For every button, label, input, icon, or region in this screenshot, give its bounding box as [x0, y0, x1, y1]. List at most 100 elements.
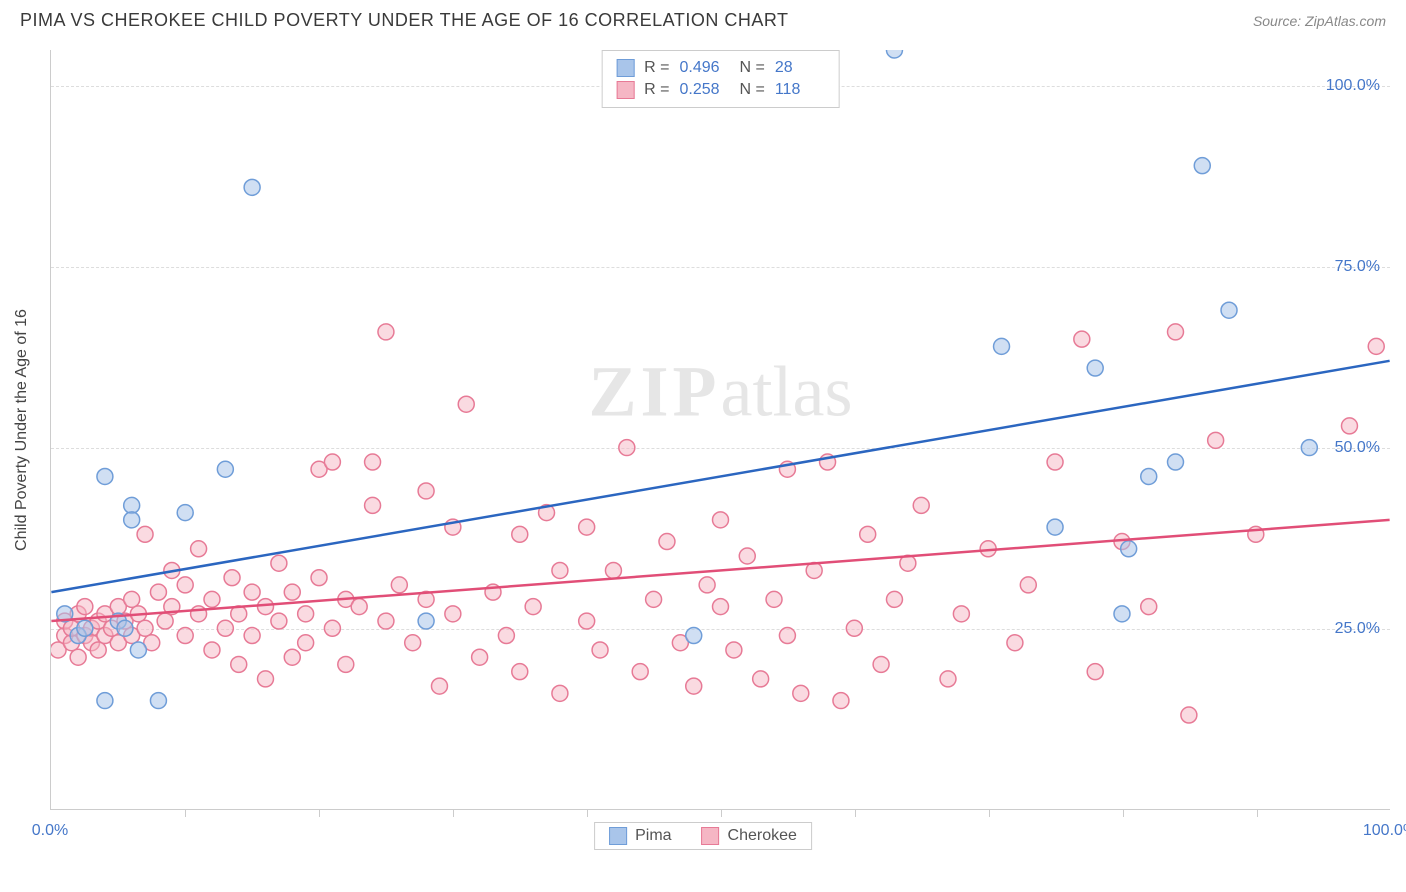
cherokee-point	[338, 656, 354, 672]
cherokee-point	[940, 671, 956, 687]
pima-point	[124, 512, 140, 528]
n-label: N =	[740, 81, 765, 99]
cherokee-point	[619, 440, 635, 456]
x-tick	[185, 809, 186, 817]
pima-point	[686, 628, 702, 644]
legend-item-pima: Pima	[609, 827, 671, 845]
cherokee-point	[191, 606, 207, 622]
x-tick	[1123, 809, 1124, 817]
cherokee-point	[298, 635, 314, 651]
cherokee-point	[605, 562, 621, 578]
cherokee-point	[632, 664, 648, 680]
cherokee-point	[873, 656, 889, 672]
cherokee-label: Cherokee	[728, 827, 797, 845]
cherokee-point	[137, 620, 153, 636]
cherokee-point	[217, 620, 233, 636]
cherokee-point	[833, 693, 849, 709]
cherokee-point	[271, 613, 287, 629]
n-label: N =	[740, 59, 765, 77]
cherokee-point	[177, 577, 193, 593]
cherokee-point	[365, 454, 381, 470]
cherokee-point	[244, 628, 260, 644]
cherokee-point	[1074, 331, 1090, 347]
cherokee-point	[1368, 338, 1384, 354]
cherokee-point	[324, 620, 340, 636]
cherokee-point	[793, 685, 809, 701]
cherokee-point	[512, 664, 528, 680]
cherokee-point	[378, 324, 394, 340]
cherokee-point	[713, 512, 729, 528]
cherokee-point	[552, 685, 568, 701]
cherokee-point	[204, 642, 220, 658]
x-tick	[1257, 809, 1258, 817]
cherokee-point	[258, 599, 274, 615]
series-legend: Pima Cherokee	[594, 822, 812, 850]
cherokee-point	[244, 584, 260, 600]
cherokee-point	[258, 671, 274, 687]
pima-point	[886, 50, 902, 58]
cherokee-point	[284, 649, 300, 665]
pima-point	[1141, 468, 1157, 484]
cherokee-point	[1168, 324, 1184, 340]
x-tick	[855, 809, 856, 817]
cherokee-point	[659, 534, 675, 550]
chart-title: PIMA VS CHEROKEE CHILD POVERTY UNDER THE…	[20, 10, 789, 31]
pima-point	[150, 693, 166, 709]
cherokee-point	[1047, 454, 1063, 470]
cherokee-point	[204, 591, 220, 607]
cherokee-point	[1087, 664, 1103, 680]
pima-trendline	[51, 361, 1389, 592]
pima-point	[1087, 360, 1103, 376]
cherokee-point	[1208, 432, 1224, 448]
cherokee-point	[378, 613, 394, 629]
cherokee-point	[224, 570, 240, 586]
pima-point	[124, 497, 140, 513]
cherokee-point	[365, 497, 381, 513]
cherokee-point	[846, 620, 862, 636]
cherokee-point	[157, 613, 173, 629]
pima-point	[117, 620, 133, 636]
cherokee-point	[311, 570, 327, 586]
pima-point	[1121, 541, 1137, 557]
cherokee-point	[405, 635, 421, 651]
cherokee-point	[231, 656, 247, 672]
cherokee-point	[686, 678, 702, 694]
cherokee-point	[592, 642, 608, 658]
x-tick-label: 0.0%	[32, 822, 68, 840]
cherokee-point	[726, 642, 742, 658]
pima-point	[1168, 454, 1184, 470]
x-tick	[587, 809, 588, 817]
cherokee-point	[284, 584, 300, 600]
pima-point	[1221, 302, 1237, 318]
pima-point	[177, 505, 193, 521]
cherokee-point	[699, 577, 715, 593]
pima-point	[77, 620, 93, 636]
pima-point	[244, 179, 260, 195]
cherokee-point	[753, 671, 769, 687]
cherokee-point	[418, 483, 434, 499]
pima-point	[1047, 519, 1063, 535]
x-tick	[453, 809, 454, 817]
cherokee-r-value: 0.258	[680, 81, 730, 99]
cherokee-point	[766, 591, 782, 607]
cherokee-point	[431, 678, 447, 694]
cherokee-point	[525, 599, 541, 615]
source-attribution: Source: ZipAtlas.com	[1253, 13, 1386, 29]
pima-point	[217, 461, 233, 477]
cherokee-point	[177, 628, 193, 644]
cherokee-swatch-icon	[616, 81, 634, 99]
cherokee-point	[1181, 707, 1197, 723]
cherokee-point	[391, 577, 407, 593]
cherokee-point	[472, 649, 488, 665]
pima-point	[994, 338, 1010, 354]
cherokee-point	[1141, 599, 1157, 615]
legend-item-cherokee: Cherokee	[702, 827, 797, 845]
cherokee-point	[739, 548, 755, 564]
cherokee-point	[458, 396, 474, 412]
cherokee-swatch-icon	[702, 827, 720, 845]
cherokee-point	[191, 541, 207, 557]
pima-point	[1114, 606, 1130, 622]
pima-point	[130, 642, 146, 658]
cherokee-point	[579, 519, 595, 535]
cherokee-point	[77, 599, 93, 615]
